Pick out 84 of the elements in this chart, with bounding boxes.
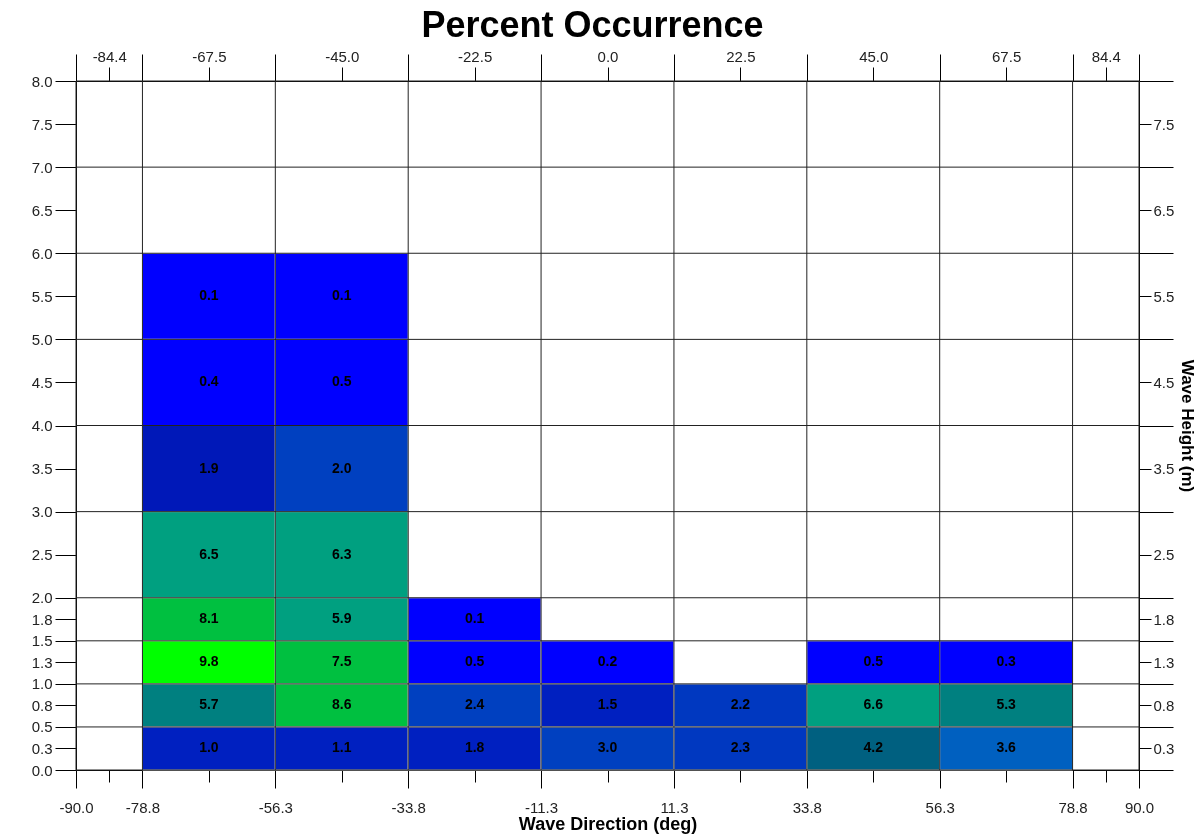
y2-tick-label: 6.5 [31, 201, 53, 219]
data-label: 4.2 [863, 739, 884, 756]
data-label: 9.8 [199, 653, 219, 670]
data-label: 0.4 [199, 373, 219, 390]
y-tick-label: 3.5 [1153, 460, 1175, 478]
y-tick-label: 0.8 [1153, 696, 1175, 714]
y2-tick-label: 7.5 [31, 115, 53, 133]
data-label: 2.2 [730, 696, 751, 713]
data-label: 6.5 [199, 545, 219, 562]
y2-tick-label: 4.0 [31, 417, 53, 434]
y-tick-label: 2.5 [1153, 546, 1175, 564]
data-label: 3.0 [597, 739, 618, 756]
y2-tick-label: 8.0 [31, 72, 53, 90]
data-label: 1.9 [199, 459, 219, 476]
y-tick-label: 1.3 [1153, 653, 1175, 671]
y2-tick-label: 0.3 [31, 739, 53, 757]
x2-tick-label: -56.3 [258, 798, 293, 816]
y-tick-label: 0.3 [1153, 739, 1175, 757]
y2-tick-label: 7.0 [31, 158, 53, 176]
chart-title: Percent Occurrence [421, 4, 764, 45]
data-label: 7.5 [332, 653, 352, 670]
y2-tick-label: 1.3 [31, 653, 53, 671]
y2-tick-label: 1.0 [31, 675, 53, 693]
y-axis-title: Wave Height (m) [1177, 359, 1197, 493]
x2-tick-label: 78.8 [1058, 798, 1088, 816]
x2-tick-label: 56.3 [925, 798, 955, 816]
data-label: 0.1 [332, 287, 352, 304]
y2-tick-label: 1.5 [31, 632, 53, 650]
x2-tick-label: 90.0 [1124, 798, 1155, 816]
y2-tick-label: 3.5 [31, 460, 53, 478]
data-label: 0.5 [332, 373, 352, 390]
y2-tick-label: 1.8 [31, 610, 53, 628]
x2-tick-label: -33.8 [391, 798, 426, 816]
data-label: 5.3 [996, 696, 1017, 713]
data-label: 1.0 [199, 739, 219, 756]
data-label: 3.6 [996, 739, 1017, 756]
y2-tick-label: 5.5 [31, 287, 53, 305]
y2-tick-label: 5.0 [31, 330, 53, 348]
data-label: 0.3 [996, 653, 1017, 670]
data-label: 2.3 [730, 739, 751, 756]
data-label: 2.4 [464, 696, 485, 713]
x-tick-label: -67.5 [192, 47, 227, 65]
x2-tick-label: 11.3 [660, 798, 689, 816]
data-label: 2.0 [332, 459, 352, 476]
data-label: 5.9 [332, 610, 352, 627]
data-label: 1.8 [464, 739, 485, 756]
x-tick-label: -84.4 [92, 47, 127, 65]
x2-tick-label: -90.0 [59, 798, 94, 816]
y2-tick-label: 0.0 [31, 761, 53, 779]
y-tick-label: 1.8 [1153, 610, 1175, 628]
x-tick-label: 84.4 [1091, 47, 1121, 65]
x-tick-label: 67.5 [992, 47, 1022, 65]
x-tick-label: 22.5 [726, 47, 756, 65]
y2-tick-label: 0.8 [31, 696, 53, 714]
y2-tick-label: 2.5 [31, 546, 53, 564]
data-label: 8.6 [332, 696, 352, 713]
data-label: 6.3 [332, 545, 352, 562]
data-label: 0.1 [464, 610, 485, 627]
x-tick-label: -45.0 [325, 47, 360, 65]
data-label: 0.5 [464, 653, 485, 670]
data-label: 8.1 [199, 610, 219, 627]
y2-tick-label: 6.0 [31, 244, 53, 262]
x2-tick-label: -78.8 [125, 798, 161, 816]
x2-tick-label: -11.3 [525, 798, 559, 816]
x-tick-label: 45.0 [859, 47, 889, 65]
y2-tick-label: 3.0 [31, 503, 53, 521]
x2-tick-label: 33.8 [792, 798, 822, 816]
data-label: 5.7 [199, 696, 219, 713]
data-label: 0.1 [199, 287, 219, 304]
data-label: 1.5 [597, 696, 618, 713]
x-tick-label: 0.0 [597, 47, 619, 65]
data-label: 0.5 [863, 653, 884, 670]
y-tick-label: 7.5 [1153, 115, 1175, 133]
y-tick-label: 4.5 [1153, 373, 1175, 391]
data-label: 0.2 [597, 653, 618, 670]
y-tick-label: 5.5 [1153, 287, 1175, 305]
data-label: 6.6 [863, 696, 884, 713]
x-axis-title: Wave Direction (deg) [518, 813, 698, 834]
x-tick-label: -22.5 [458, 47, 493, 65]
y2-tick-label: 2.0 [31, 589, 53, 607]
y-tick-label: 6.5 [1153, 201, 1175, 219]
data-label: 1.1 [332, 739, 352, 756]
y2-tick-label: 4.5 [31, 373, 53, 391]
y2-tick-label: 0.5 [31, 718, 53, 736]
